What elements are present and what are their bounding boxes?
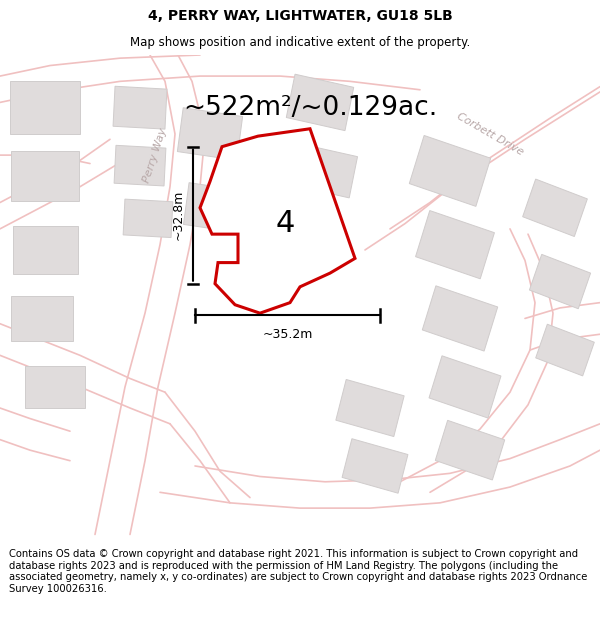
Polygon shape: [11, 296, 73, 341]
Polygon shape: [260, 207, 320, 261]
Polygon shape: [292, 144, 358, 198]
Text: Map shows position and indicative extent of the property.: Map shows position and indicative extent…: [130, 36, 470, 49]
Text: ~35.2m: ~35.2m: [262, 328, 313, 341]
Polygon shape: [11, 151, 79, 201]
Polygon shape: [123, 199, 173, 238]
Polygon shape: [409, 136, 491, 206]
Polygon shape: [523, 179, 587, 236]
Polygon shape: [429, 356, 501, 418]
Polygon shape: [178, 107, 242, 161]
Polygon shape: [184, 182, 247, 233]
Text: ~522m²/~0.129ac.: ~522m²/~0.129ac.: [183, 95, 437, 121]
Text: Corbett Drive: Corbett Drive: [455, 111, 525, 157]
Polygon shape: [336, 379, 404, 436]
Polygon shape: [529, 254, 590, 309]
Text: 4, PERRY WAY, LIGHTWATER, GU18 5LB: 4, PERRY WAY, LIGHTWATER, GU18 5LB: [148, 9, 452, 24]
Polygon shape: [10, 81, 80, 134]
Text: Perry Way: Perry Way: [142, 126, 169, 184]
Polygon shape: [536, 324, 595, 376]
Polygon shape: [286, 74, 354, 131]
Polygon shape: [227, 146, 283, 196]
Polygon shape: [200, 129, 355, 313]
Polygon shape: [25, 366, 85, 408]
Polygon shape: [113, 86, 167, 129]
Polygon shape: [114, 146, 166, 186]
Polygon shape: [416, 211, 494, 279]
Text: 4: 4: [275, 209, 295, 238]
Text: Contains OS data © Crown copyright and database right 2021. This information is : Contains OS data © Crown copyright and d…: [9, 549, 587, 594]
Polygon shape: [13, 226, 77, 274]
Polygon shape: [342, 439, 408, 493]
Polygon shape: [435, 421, 505, 480]
Text: ~32.8m: ~32.8m: [172, 190, 185, 241]
Polygon shape: [422, 286, 498, 351]
